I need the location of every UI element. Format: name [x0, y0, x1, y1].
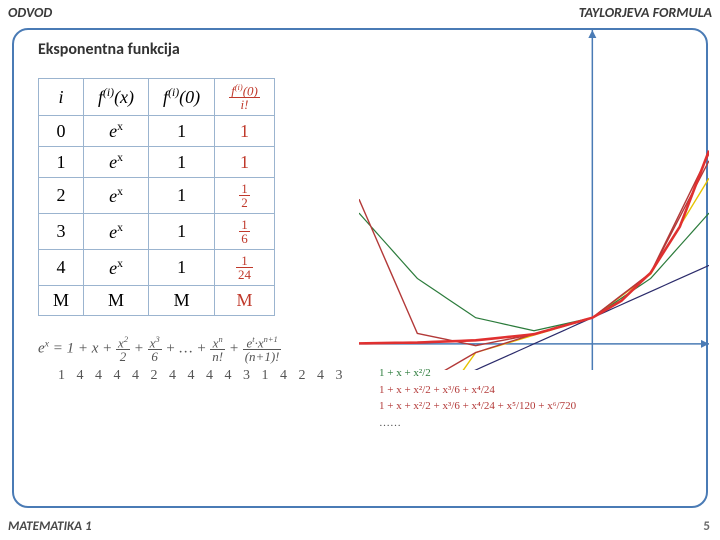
header-right: TAYLORJEVA FORMULA [579, 4, 712, 21]
th-f0: f(i)(0) [149, 79, 215, 116]
legend-item: 1 + x + x²/2 + x³/6 + x⁴/24 [379, 382, 576, 399]
derivatives-table: i f(i)(x) f(i)(0) f(i)(0)i! 0ex111ex112e… [38, 78, 275, 316]
th-coef: f(i)(0)i! [215, 79, 275, 116]
table-row: 3ex116 [39, 214, 275, 250]
table-row: 1ex11 [39, 147, 275, 178]
legend-item: …… [379, 415, 576, 432]
legend-item: 1 + x + x²/2 + x³/6 + x⁴/24 + x⁵/120 + x… [379, 398, 576, 415]
main-panel: Eksponentna funkcija i f(i)(x) f(i)(0) f… [12, 28, 708, 508]
page-number: 5 [703, 519, 710, 534]
header-left: ODVOD [8, 4, 52, 21]
table-row: 2ex112 [39, 178, 275, 214]
table-row: 0ex11 [39, 116, 275, 147]
table-row: MMMM [39, 286, 275, 316]
footer-left: MATEMATIKA 1 [8, 519, 92, 534]
th-fx: f(i)(x) [84, 79, 149, 116]
legend: 1 + x + x²/21 + x + x²/2 + x³/6 + x⁴/241… [379, 365, 576, 431]
th-i: i [39, 79, 84, 116]
brace-markers: 1 4 4 4 4 2 4 4 4 4 3 1 4 2 4 3 [58, 368, 347, 384]
legend-item: 1 + x + x²/2 [379, 365, 576, 382]
page-subtitle: Eksponentna funkcija [38, 40, 180, 59]
table-row: 4ex1124 [39, 250, 275, 286]
taylor-formula: ex = 1 + x + x22 + x36 + … + xnn! + et·x… [38, 335, 281, 363]
